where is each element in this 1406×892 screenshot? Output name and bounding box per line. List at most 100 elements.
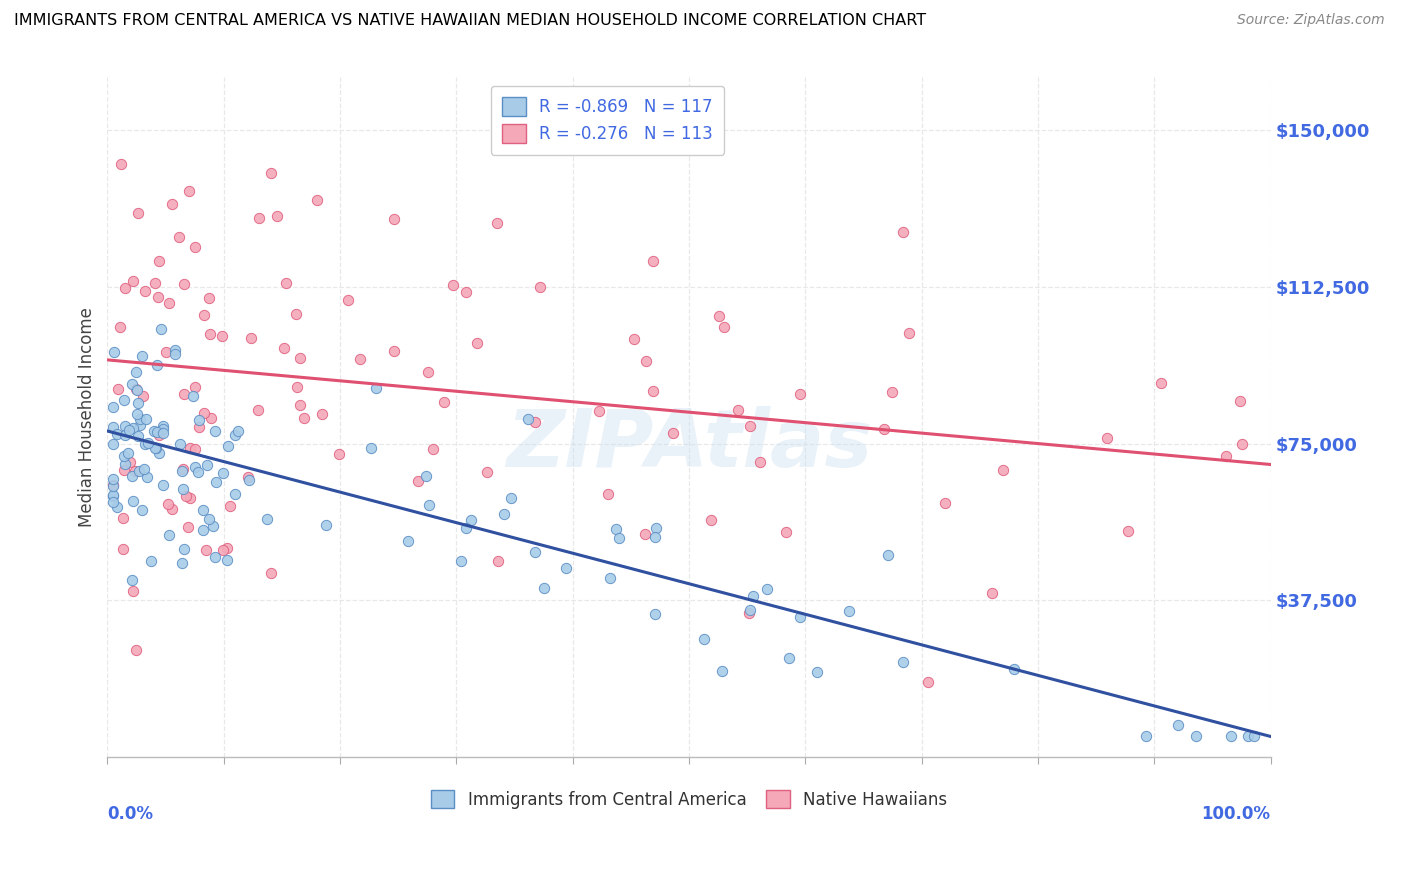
Point [517,411,540,425]
Point [756,582,779,597]
Point [114,281,136,295]
Point [103,478,125,492]
Point [114,428,136,442]
Point [191,524,214,538]
Point [533,581,555,595]
Point [219,499,242,513]
Point [1243,730,1265,744]
Point [991,463,1014,477]
Point [173,386,195,401]
Point [217,439,239,453]
Point [634,527,657,541]
Point [742,590,765,604]
Point [112,511,135,525]
Point [193,406,215,420]
Point [173,277,195,291]
Point [247,402,270,417]
Point [122,274,145,288]
Point [524,415,547,429]
Point [554,561,576,575]
Point [112,449,135,463]
Point [157,527,180,541]
Point [693,632,716,647]
Point [288,351,311,365]
Point [247,211,270,226]
Point [112,392,135,407]
Point [142,424,165,438]
Point [492,507,515,521]
Point [135,412,157,426]
Point [349,352,371,367]
Point [1229,394,1251,409]
Point [125,643,148,657]
Point [134,284,156,298]
Point [125,383,148,397]
Point [170,556,193,570]
Point [607,531,630,545]
Point [644,607,666,621]
Point [193,308,215,322]
Point [441,278,464,293]
Point [107,382,129,396]
Point [382,212,405,227]
Point [433,394,456,409]
Point [172,482,194,496]
Point [145,442,167,456]
Point [125,407,148,421]
Point [238,473,260,487]
Point [460,513,482,527]
Point [187,413,209,427]
Point [1167,717,1189,731]
Point [477,466,499,480]
Point [465,335,488,350]
Point [179,441,201,455]
Point [710,664,733,678]
Point [127,395,149,409]
Point [529,280,551,294]
Point [117,446,139,460]
Point [215,541,238,555]
Point [644,530,666,544]
Point [806,665,828,680]
Point [188,419,211,434]
Point [285,379,308,393]
Point [645,521,668,535]
Point [131,349,153,363]
Point [749,454,772,468]
Point [187,465,209,479]
Point [124,463,146,477]
Text: ZIPAtlas: ZIPAtlas [506,406,872,483]
Point [789,387,811,401]
Point [898,326,921,341]
Point [981,586,1004,600]
Point [177,184,200,198]
Point [364,381,387,395]
Point [160,197,183,211]
Point [131,389,153,403]
Legend: Immigrants from Central America, Native Hawaiians: Immigrants from Central America, Native … [423,781,956,817]
Point [212,467,235,481]
Point [328,447,350,461]
Point [148,428,170,442]
Point [163,343,186,357]
Point [408,474,430,488]
Point [181,389,204,403]
Point [891,225,914,239]
Point [588,404,610,418]
Text: Source: ZipAtlas.com: Source: ZipAtlas.com [1237,13,1385,28]
Point [195,458,218,472]
Point [256,512,278,526]
Point [103,436,125,450]
Point [198,327,221,342]
Point [700,513,723,527]
Point [169,437,191,451]
Point [200,411,222,425]
Point [152,425,174,440]
Point [148,253,170,268]
Point [103,495,125,509]
Point [198,291,221,305]
Point [152,421,174,435]
Text: 0.0%: 0.0% [107,805,153,823]
Point [172,464,194,478]
Point [131,503,153,517]
